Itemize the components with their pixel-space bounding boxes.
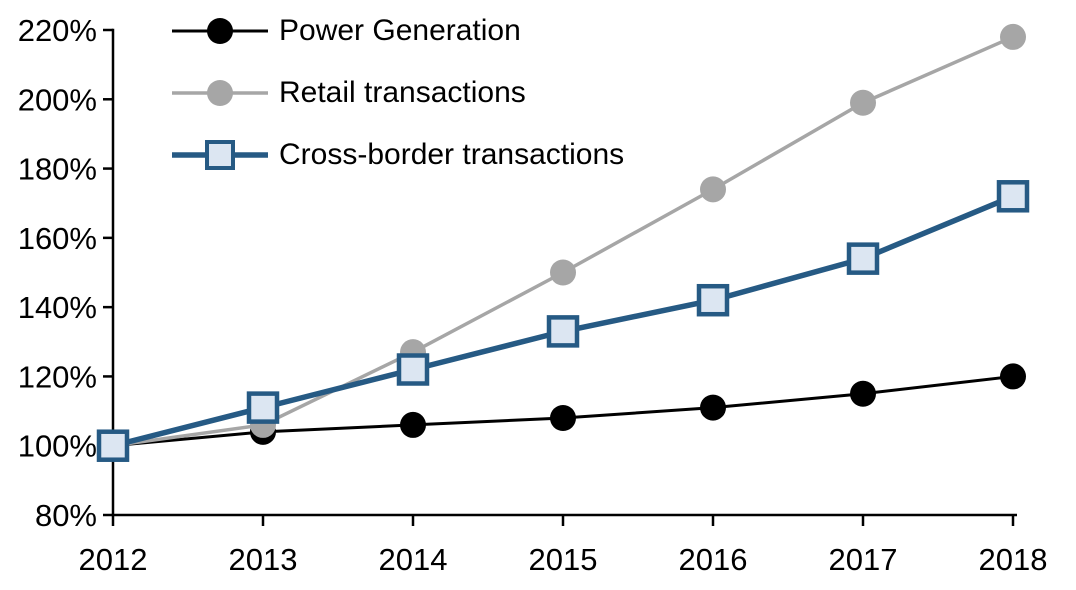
data-point-marker <box>550 259 576 286</box>
data-point-marker <box>1000 363 1026 390</box>
data-point-marker <box>696 283 730 317</box>
data-point-marker <box>550 405 576 431</box>
data-point-marker <box>246 391 280 424</box>
data-point-marker <box>1000 23 1026 50</box>
data-point-marker <box>400 411 426 438</box>
x-axis-tick-label: 2016 <box>679 542 748 577</box>
y-axis-tick-label: 100% <box>18 429 97 464</box>
y-axis-tick-label: 200% <box>18 82 97 117</box>
legend-item-cross-border-transactions: Cross-border transactions <box>172 124 624 186</box>
x-axis-tick-label: 2014 <box>379 542 448 577</box>
x-axis-tick-label: 2018 <box>979 542 1048 577</box>
data-point-marker <box>850 380 876 407</box>
y-axis-tick-label: 160% <box>18 221 97 256</box>
legend-label: Cross-border transactions <box>279 138 625 171</box>
legend-item-power-generation: Power Generation <box>172 0 624 62</box>
legend-swatch-retail-transactions <box>172 80 268 106</box>
legend-label: Power Generation <box>279 14 521 47</box>
data-point-marker <box>546 315 580 348</box>
data-point-marker <box>96 429 130 462</box>
legend-label: Retail transactions <box>279 76 526 109</box>
data-point-marker <box>396 353 430 386</box>
data-point-marker <box>700 394 726 421</box>
y-axis-tick-label: 80% <box>35 498 97 533</box>
y-axis-tick-label: 180% <box>18 152 97 187</box>
y-axis-tick-label: 220% <box>18 13 97 48</box>
x-axis-tick-label: 2012 <box>79 542 148 577</box>
y-axis-tick-label: 140% <box>18 290 97 325</box>
x-axis-tick-label: 2013 <box>229 542 298 577</box>
y-axis-tick-label: 120% <box>18 359 97 394</box>
x-axis-tick-label: 2017 <box>829 542 898 577</box>
legend-swatch-power-generation <box>172 18 268 44</box>
data-point-marker <box>700 176 726 203</box>
data-point-marker <box>846 242 880 275</box>
data-point-marker <box>996 180 1030 213</box>
data-point-marker <box>850 89 876 116</box>
chart-legend: Power Generation Retail transactions Cro… <box>172 0 624 186</box>
legend-item-retail-transactions: Retail transactions <box>172 62 624 124</box>
x-axis-tick-label: 2015 <box>529 542 598 577</box>
legend-swatch-cross-border-transactions <box>172 140 268 170</box>
